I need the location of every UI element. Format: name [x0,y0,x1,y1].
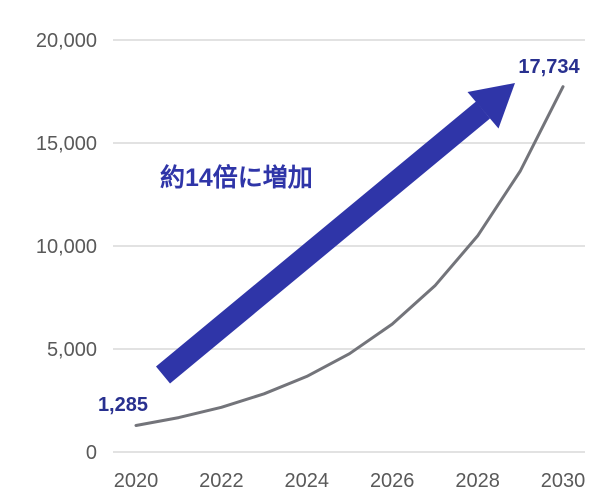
x-tick-label-2020: 2020 [114,470,159,492]
y-tick-label-10000: 10,000 [36,236,97,258]
y-axis-labels-group: 0 5,000 10,000 15,000 20,000 [36,30,97,464]
growth-arrow [155,83,515,384]
gridlines-group [113,39,585,453]
growth-arrow-head [467,83,515,129]
growth-arrow-shaft [155,101,491,384]
x-axis-labels-group: 2020 2022 2024 2026 2028 2030 [114,470,586,492]
growth-annotation-text: 約14倍に増加 [160,164,313,192]
x-tick-label-2026: 2026 [370,470,415,492]
series-line [134,85,565,427]
x-tick-label-2022: 2022 [199,470,244,492]
x-tick-label-2024: 2024 [285,470,330,492]
series-group [134,85,565,427]
y-tick-label-0: 0 [86,442,97,464]
data-label-end: 17,734 [518,56,580,78]
data-label-start: 1,285 [97,394,148,416]
y-tick-label-15000: 15,000 [36,133,97,155]
x-tick-label-2030: 2030 [541,470,586,492]
y-tick-label-20000: 20,000 [36,30,97,52]
y-tick-label-5000: 5,000 [47,339,97,361]
x-tick-label-2028: 2028 [455,470,500,492]
